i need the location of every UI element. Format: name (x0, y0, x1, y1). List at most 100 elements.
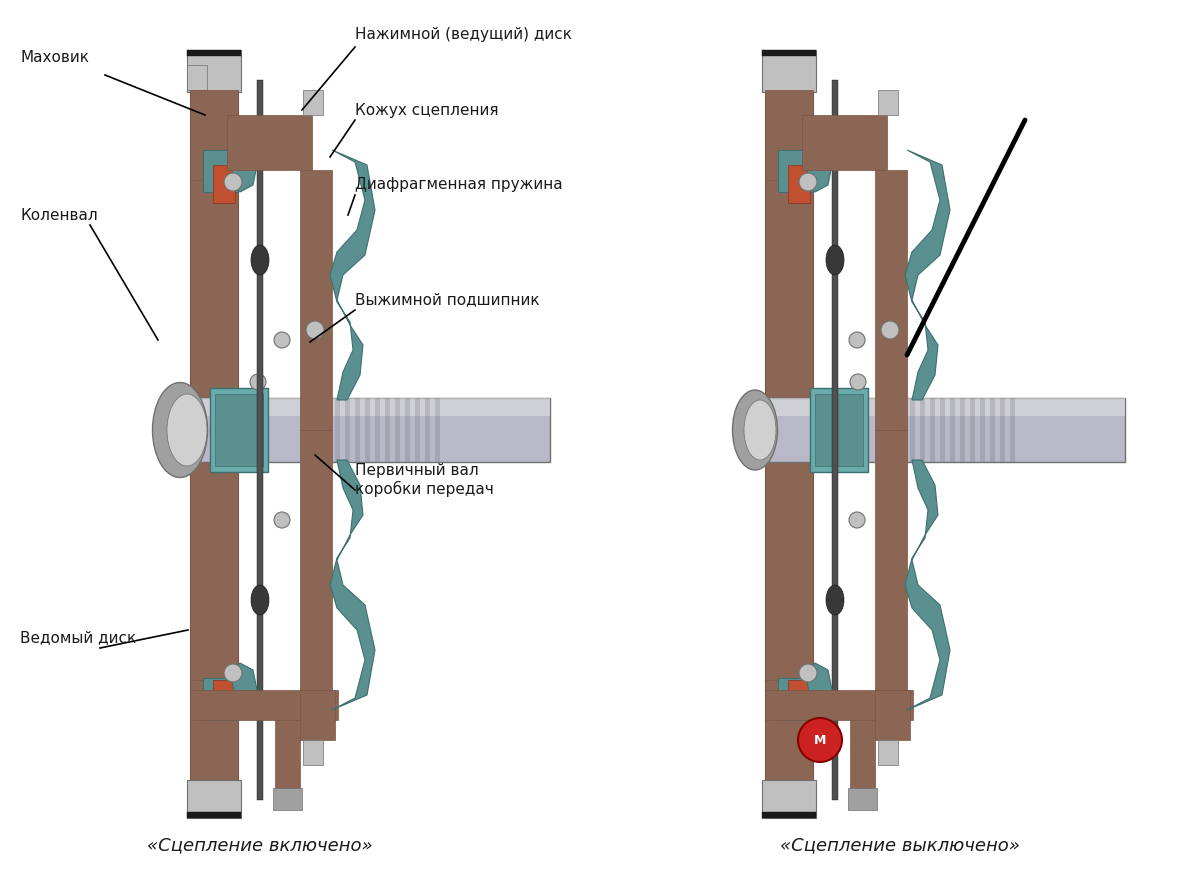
Bar (920, 398, 925, 462)
Ellipse shape (167, 394, 208, 466)
Circle shape (798, 718, 842, 762)
Bar (385, 398, 390, 462)
Bar (900, 398, 905, 462)
Circle shape (224, 173, 242, 191)
Bar (910, 398, 916, 462)
Bar (802, 115, 887, 170)
Bar (187, 50, 241, 92)
Polygon shape (905, 150, 950, 400)
Circle shape (849, 512, 865, 528)
Circle shape (849, 332, 865, 348)
Ellipse shape (251, 245, 269, 275)
Bar (355, 398, 361, 462)
Bar (345, 398, 350, 462)
Bar (980, 398, 986, 462)
Text: Первичный вал
коробки передач: Первичный вал коробки передач (355, 463, 493, 497)
Bar (850, 720, 875, 790)
Bar (227, 115, 312, 170)
Text: «Cцепление выключено»: «Cцепление выключено» (780, 836, 1020, 854)
Bar (404, 398, 410, 462)
Text: Ведомый диск: Ведомый диск (20, 631, 136, 646)
Circle shape (274, 512, 291, 528)
Bar (788, 165, 810, 203)
Bar (257, 80, 263, 800)
Circle shape (306, 321, 324, 339)
Bar (302, 740, 323, 765)
Bar (415, 398, 420, 462)
Bar (187, 65, 208, 90)
Bar (761, 812, 816, 818)
Bar (213, 165, 235, 203)
Bar (1000, 398, 1005, 462)
Bar (875, 430, 907, 700)
Polygon shape (330, 150, 375, 400)
Polygon shape (230, 150, 257, 192)
Ellipse shape (153, 382, 208, 478)
Circle shape (799, 664, 817, 682)
Bar (990, 398, 995, 462)
Bar (940, 398, 945, 462)
Bar (761, 780, 816, 818)
Bar (815, 394, 863, 466)
Bar (950, 398, 955, 462)
Bar (435, 398, 440, 462)
Bar (302, 90, 323, 115)
Bar (755, 398, 1126, 462)
Ellipse shape (251, 585, 269, 615)
Polygon shape (805, 663, 833, 705)
Bar (275, 720, 300, 790)
Bar (765, 690, 913, 720)
Text: Коленвал: Коленвал (20, 208, 97, 223)
Bar (190, 680, 238, 790)
Bar (878, 740, 898, 765)
Ellipse shape (744, 400, 776, 460)
Bar (810, 388, 868, 472)
Bar (930, 398, 935, 462)
Bar (878, 90, 898, 115)
Text: Маховик: Маховик (20, 50, 89, 65)
Circle shape (881, 321, 899, 339)
Bar (203, 678, 238, 720)
Bar (761, 50, 816, 92)
Ellipse shape (733, 390, 778, 470)
Bar (300, 430, 332, 700)
Circle shape (850, 374, 866, 390)
Bar (273, 788, 302, 810)
Bar (325, 398, 330, 462)
Bar (180, 398, 550, 416)
Bar (213, 680, 235, 715)
Circle shape (224, 664, 242, 682)
Ellipse shape (825, 585, 844, 615)
Bar (425, 398, 431, 462)
Bar (959, 398, 965, 462)
Bar (365, 398, 370, 462)
Bar (190, 90, 238, 180)
Bar (187, 780, 241, 818)
Bar (765, 90, 812, 790)
Bar (395, 398, 400, 462)
Circle shape (250, 374, 266, 390)
Bar (190, 90, 238, 790)
Circle shape (881, 521, 899, 539)
Bar (755, 398, 1126, 416)
Text: Диафрагменная пружина: Диафрагменная пружина (355, 177, 562, 193)
Text: «Cцепление включено»: «Cцепление включено» (147, 836, 372, 854)
Bar (300, 170, 332, 430)
Circle shape (799, 173, 817, 191)
Polygon shape (330, 460, 375, 710)
Polygon shape (230, 663, 257, 705)
Bar (848, 788, 876, 810)
Bar (190, 690, 338, 720)
Bar (788, 680, 810, 715)
Text: Нажимной (ведущий) диск: Нажимной (ведущий) диск (355, 27, 572, 42)
Polygon shape (905, 460, 950, 710)
Bar (778, 150, 812, 192)
Bar (300, 690, 334, 740)
Bar (187, 50, 241, 56)
Bar (203, 150, 238, 192)
Bar (761, 50, 816, 56)
Bar (833, 80, 839, 800)
Bar (970, 398, 975, 462)
Bar (334, 398, 340, 462)
Bar (875, 690, 910, 740)
